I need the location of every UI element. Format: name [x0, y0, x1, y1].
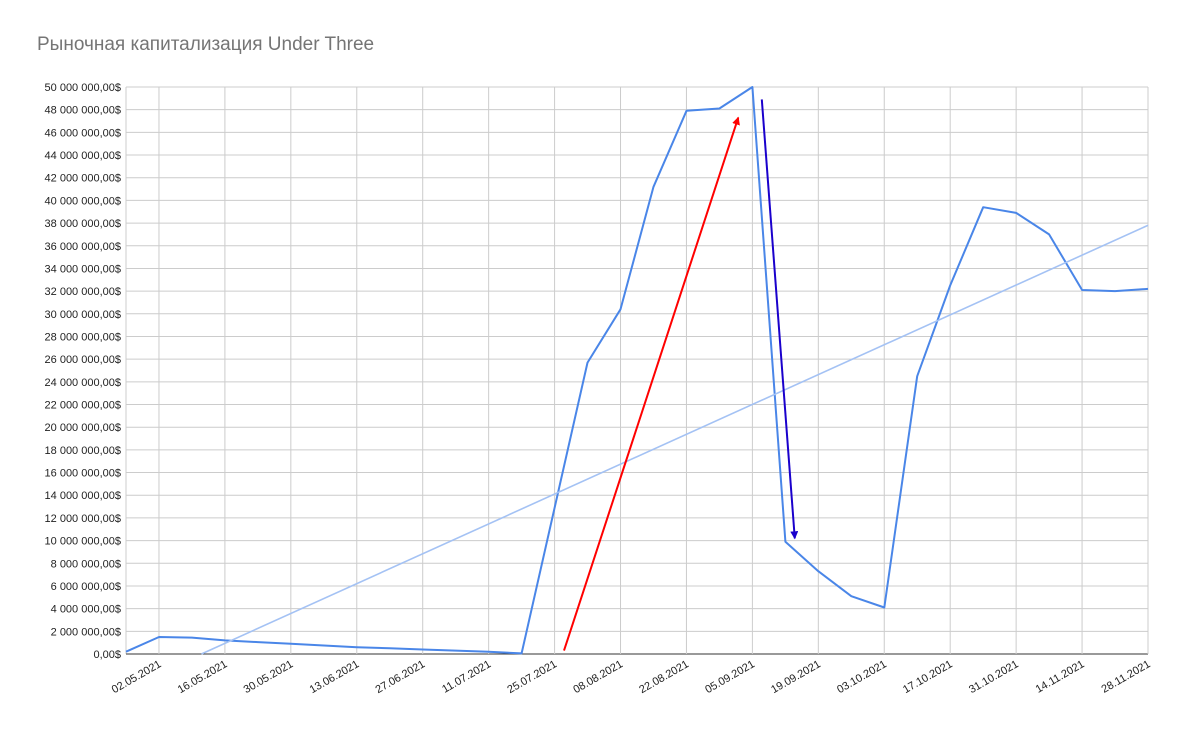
- y-tick-label: 0,00$: [93, 649, 121, 661]
- x-tick-label: 17.10.2021: [901, 658, 955, 696]
- series-line: [125, 86, 1149, 655]
- trendline: [201, 224, 1149, 655]
- y-tick-label: 8 000 000,00$: [51, 558, 121, 570]
- rise-arrow: [563, 116, 740, 651]
- series-group: [125, 86, 1149, 655]
- y-tick-label: 38 000 000,00$: [45, 218, 121, 230]
- y-tick-label: 34 000 000,00$: [45, 263, 121, 275]
- y-tick-label: 30 000 000,00$: [45, 309, 121, 321]
- y-tick-label: 40 000 000,00$: [45, 195, 121, 207]
- y-tick-label: 28 000 000,00$: [45, 331, 121, 343]
- x-tick-label: 28.11.2021: [1100, 658, 1153, 696]
- y-tick-label: 50 000 000,00$: [45, 82, 121, 94]
- y-tick-label: 16 000 000,00$: [45, 468, 121, 480]
- grid: [125, 86, 1149, 655]
- y-tick-label: 46 000 000,00$: [45, 127, 121, 139]
- x-tick-label: 31.10.2021: [967, 658, 1021, 696]
- y-tick-label: 2 000 000,00$: [51, 626, 121, 638]
- fall-arrow: [760, 99, 799, 540]
- annotations: [563, 99, 799, 651]
- y-axis-tick-labels: 0,00$ 2 000 000,00$ 4 000 000,00$ 6 000 000…: [45, 82, 121, 661]
- y-tick-label: 10 000 000,00$: [45, 536, 121, 548]
- y-tick-label: 26 000 000,00$: [45, 354, 121, 366]
- x-tick-label: 03.10.2021: [835, 658, 889, 696]
- y-tick-label: 24 000 000,00$: [45, 377, 121, 389]
- x-tick-label: 02.05.2021: [110, 658, 164, 696]
- y-tick-label: 42 000 000,00$: [45, 173, 121, 185]
- y-tick-label: 48 000 000,00$: [45, 105, 121, 117]
- x-tick-label: 08.08.2021: [571, 658, 625, 696]
- x-tick-label: 27.06.2021: [374, 658, 428, 696]
- x-tick-label: 13.06.2021: [308, 658, 362, 696]
- x-axis-tick-labels: 02.05.2021 16.05.2021 30.05.2021 13.06.2021…: [110, 658, 1153, 696]
- x-tick-label: 30.05.2021: [242, 658, 296, 696]
- x-tick-label: 19.09.2021: [769, 658, 823, 696]
- y-tick-label: 22 000 000,00$: [45, 400, 121, 412]
- x-tick-label: 11.07.2021: [440, 658, 493, 696]
- x-tick-label: 25.07.2021: [505, 658, 559, 696]
- y-tick-label: 44 000 000,00$: [45, 150, 121, 162]
- y-tick-label: 20 000 000,00$: [45, 422, 121, 434]
- x-tick-label: 14.11.2021: [1034, 658, 1087, 696]
- y-tick-label: 36 000 000,00$: [45, 241, 121, 253]
- x-tick-label: 16.05.2021: [176, 658, 230, 696]
- y-tick-label: 6 000 000,00$: [51, 581, 121, 593]
- x-tick-label: 05.09.2021: [703, 658, 757, 696]
- y-tick-label: 12 000 000,00$: [45, 513, 121, 525]
- y-tick-label: 32 000 000,00$: [45, 286, 121, 298]
- y-tick-label: 18 000 000,00$: [45, 445, 121, 457]
- chart-title: Рыночная капитализация Under Three: [37, 34, 375, 55]
- y-tick-label: 4 000 000,00$: [51, 604, 121, 616]
- x-tick-label: 22.08.2021: [637, 658, 691, 696]
- y-tick-label: 14 000 000,00$: [45, 490, 121, 502]
